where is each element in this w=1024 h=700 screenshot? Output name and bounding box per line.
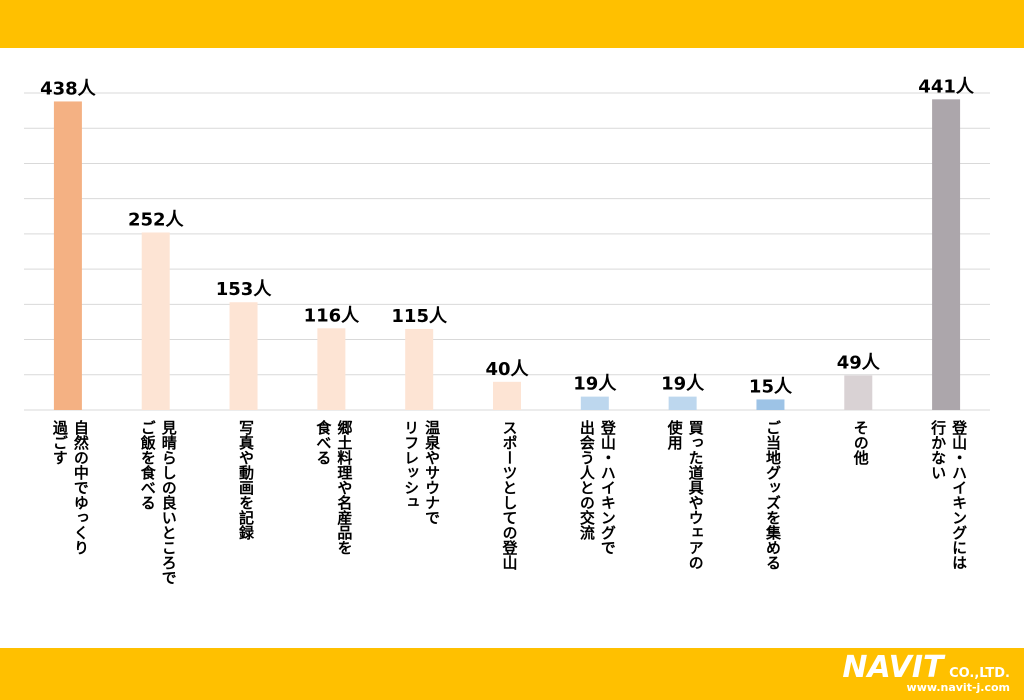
logo-text: NAVIT bbox=[842, 650, 944, 685]
bar bbox=[668, 396, 697, 410]
category-label: スポーツとしての登山 bbox=[500, 420, 519, 570]
category-label: 写真や動画を記録 bbox=[237, 420, 256, 540]
bar bbox=[844, 375, 873, 410]
category-label: ご当地グッズを集める bbox=[763, 420, 782, 570]
bar bbox=[493, 381, 521, 410]
bar bbox=[932, 99, 961, 410]
category-label: 登山・ハイキングで 出会う人との交流 bbox=[577, 420, 617, 555]
category-label: 登山・ハイキングには 行かない bbox=[929, 420, 969, 570]
category-label: 郷土料理や名産品を 食べる bbox=[314, 420, 354, 555]
value-label: 115人 bbox=[391, 306, 448, 327]
bar bbox=[229, 302, 258, 410]
logo: NAVIT CO.,LTD. www.navit-j.com bbox=[842, 650, 1010, 694]
category-label: 自然の中でゆっくり 過ごす bbox=[50, 420, 90, 555]
value-label: 153人 bbox=[216, 279, 273, 300]
value-label: 252人 bbox=[128, 209, 185, 230]
value-label: 19人 bbox=[661, 374, 705, 395]
value-label: 49人 bbox=[837, 352, 881, 373]
bar bbox=[756, 399, 785, 410]
value-label: 15人 bbox=[749, 376, 793, 397]
category-label: 温泉やサウナで リフレッシュ bbox=[402, 420, 442, 525]
value-label: 40人 bbox=[485, 359, 529, 380]
value-label: 116人 bbox=[304, 305, 361, 326]
bar bbox=[580, 396, 609, 410]
value-label: 19人 bbox=[573, 374, 617, 395]
bar bbox=[141, 232, 170, 410]
value-label: 441人 bbox=[918, 76, 975, 97]
company: CO.,LTD. bbox=[949, 666, 1010, 681]
category-label: 見晴らしの良いところで ご飯を食べる bbox=[138, 420, 178, 585]
bar bbox=[53, 101, 82, 410]
value-label: 438人 bbox=[40, 78, 97, 99]
bar bbox=[317, 328, 346, 410]
url: www.navit-j.com bbox=[906, 681, 1010, 694]
category-label: その他 bbox=[851, 420, 870, 465]
category-label: 買った道具やウェアの 使用 bbox=[665, 420, 705, 570]
bar bbox=[405, 328, 434, 410]
footer-band: NAVIT CO.,LTD. www.navit-j.com bbox=[0, 648, 1024, 700]
header-band bbox=[0, 0, 1024, 48]
